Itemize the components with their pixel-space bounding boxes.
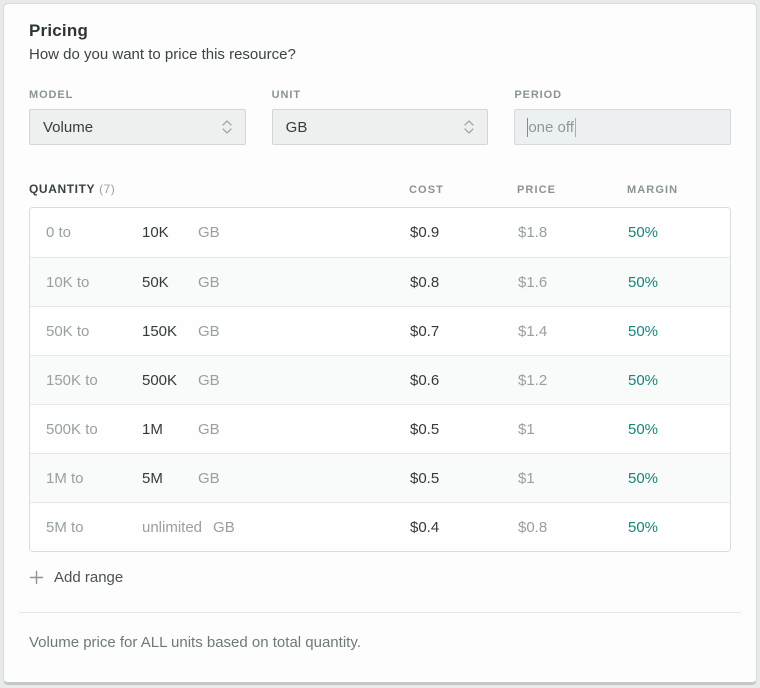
tier-to-group: 10K GB — [142, 224, 410, 241]
tier-price[interactable]: $0.8 — [518, 518, 548, 536]
tier-unit: GB — [198, 371, 220, 389]
tier-to-value[interactable]: unlimited — [142, 518, 203, 536]
period-input-value: one off — [527, 117, 576, 137]
unit-select[interactable]: GB — [271, 109, 489, 145]
tier-cost[interactable]: $0.4 — [410, 518, 440, 536]
add-range-button[interactable]: Add range — [29, 567, 123, 588]
tier-margin[interactable]: 50% — [628, 518, 659, 536]
tier-to-value[interactable]: 50K — [142, 273, 169, 291]
tier-from: 500K to — [46, 420, 98, 438]
tier-row: 0 to 10K GB $0.9 $1.8 50% — [30, 208, 730, 257]
unit-field: UNIT GB — [271, 89, 489, 145]
chevron-up-down-icon — [221, 118, 233, 136]
tier-margin[interactable]: 50% — [628, 420, 659, 438]
tier-unit: GB — [198, 273, 220, 291]
price-column-header: PRICE — [517, 184, 557, 196]
unit-label: UNIT — [271, 89, 301, 101]
model-field: MODEL Volume — [29, 89, 246, 145]
tier-table: 0 to 10K GB $0.9 $1.8 50% 10K to 50K GB … — [29, 207, 731, 552]
tier-cost[interactable]: $0.9 — [410, 224, 440, 241]
tier-unit: GB — [198, 322, 220, 340]
tier-price[interactable]: $1.2 — [518, 371, 548, 389]
quantity-count: (7) — [99, 182, 116, 196]
cost-column-header: COST — [409, 184, 444, 196]
chevron-up-down-icon — [463, 118, 475, 136]
tier-to-group: 150K GB — [142, 323, 410, 340]
tier-cost[interactable]: $0.6 — [410, 371, 440, 389]
plus-icon — [29, 570, 44, 585]
tier-price[interactable]: $1.6 — [518, 273, 548, 291]
tier-from: 0 to — [46, 224, 72, 241]
period-label: PERIOD — [514, 89, 562, 101]
tier-unit: GB — [198, 420, 220, 438]
tier-to-value[interactable]: 5M — [142, 469, 163, 487]
footer-note: Volume price for ALL units based on tota… — [29, 634, 361, 651]
tier-row: 1M to 5M GB $0.5 $1 50% — [30, 453, 730, 502]
tier-unit: GB — [198, 469, 220, 487]
pricing-form-row: MODEL Volume UNIT GB — [29, 89, 732, 145]
tier-price[interactable]: $1 — [518, 469, 535, 487]
tier-to-group: 500K GB — [142, 372, 410, 389]
pricing-card: Pricing How do you want to price this re… — [3, 3, 757, 685]
tier-row: 5M to unlimited GB $0.4 $0.8 50% — [30, 502, 730, 551]
tier-price[interactable]: $1.8 — [518, 224, 548, 241]
tier-cost[interactable]: $0.7 — [410, 322, 440, 340]
tier-margin[interactable]: 50% — [628, 371, 659, 389]
tier-margin[interactable]: 50% — [628, 224, 659, 241]
tier-to-group: 50K GB — [142, 274, 410, 291]
tier-margin[interactable]: 50% — [628, 273, 659, 291]
tier-cost[interactable]: $0.5 — [410, 420, 440, 438]
tier-to-value[interactable]: 150K — [142, 322, 178, 340]
tier-to-group: 1M GB — [142, 421, 410, 438]
tier-row: 50K to 150K GB $0.7 $1.4 50% — [30, 306, 730, 355]
tier-margin[interactable]: 50% — [628, 469, 659, 487]
model-select-value: Volume — [43, 118, 94, 136]
quantity-label: QUANTITY — [29, 182, 96, 196]
tier-row: 500K to 1M GB $0.5 $1 50% — [30, 404, 730, 453]
tier-price[interactable]: $1 — [518, 420, 535, 438]
tier-from: 150K to — [46, 371, 98, 389]
tier-cost[interactable]: $0.5 — [410, 469, 440, 487]
tier-to-value[interactable]: 10K — [142, 224, 169, 241]
period-input[interactable]: one off — [514, 109, 732, 145]
tier-table-header: QUANTITY (7) COST PRICE MARGIN — [29, 180, 731, 198]
tier-to-group: 5M GB — [142, 470, 410, 487]
tier-to-group: unlimited GB — [142, 519, 410, 536]
tier-row: 150K to 500K GB $0.6 $1.2 50% — [30, 355, 730, 404]
page-title: Pricing — [29, 21, 89, 40]
tier-unit: GB — [198, 224, 220, 241]
margin-column-header: MARGIN — [627, 184, 679, 196]
quantity-column-header: QUANTITY (7) — [29, 180, 409, 198]
footer-divider — [19, 612, 741, 613]
tier-from: 5M to — [46, 518, 84, 536]
add-range-label: Add range — [54, 569, 124, 586]
tier-to-value[interactable]: 1M — [142, 420, 163, 438]
tier-from: 50K to — [46, 322, 90, 340]
tier-unit: GB — [213, 518, 235, 536]
unit-select-value: GB — [285, 118, 308, 136]
tier-from: 1M to — [46, 469, 84, 487]
tier-from: 10K to — [46, 273, 90, 291]
period-field: PERIOD one off — [514, 89, 732, 145]
model-select[interactable]: Volume — [29, 109, 246, 145]
tier-to-value[interactable]: 500K — [142, 371, 178, 389]
tier-price[interactable]: $1.4 — [518, 322, 548, 340]
tier-row: 10K to 50K GB $0.8 $1.6 50% — [30, 257, 730, 306]
tier-cost[interactable]: $0.8 — [410, 273, 440, 291]
page-subtitle: How do you want to price this resource? — [29, 46, 296, 63]
tier-margin[interactable]: 50% — [628, 322, 659, 340]
model-label: MODEL — [29, 89, 74, 101]
